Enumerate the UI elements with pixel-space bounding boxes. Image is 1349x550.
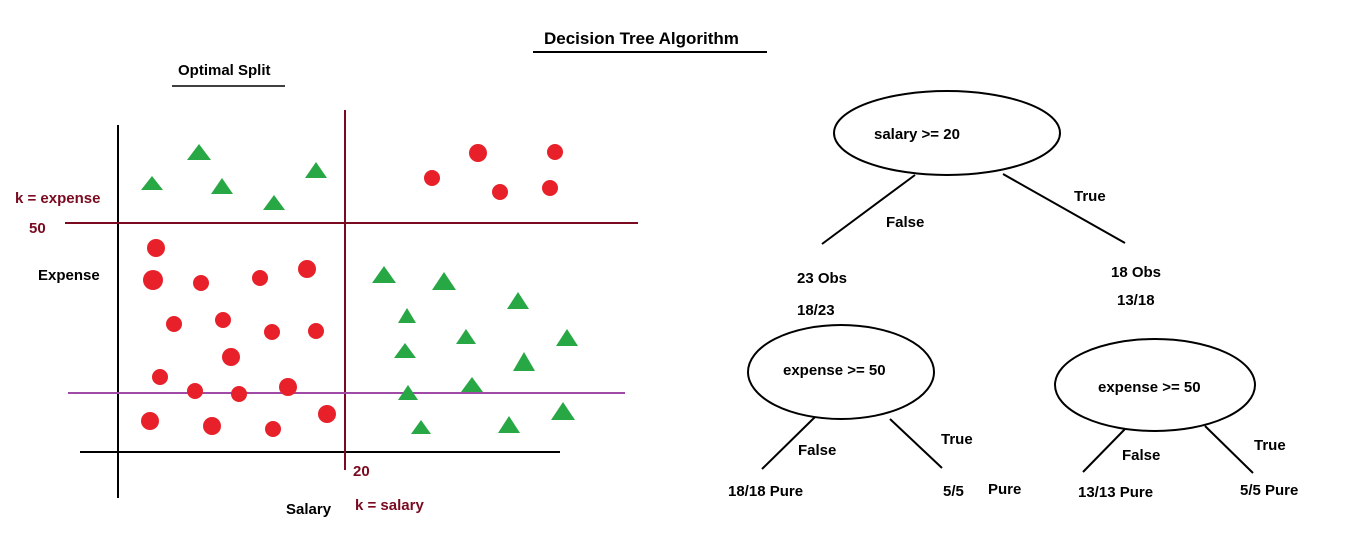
- green-triangle-point: [372, 266, 396, 283]
- green-triangle-point: [513, 352, 535, 371]
- red-circle-point: [215, 312, 231, 328]
- red-circle-point: [424, 170, 440, 186]
- red-circle-point: [265, 421, 281, 437]
- red-circle-point: [141, 412, 159, 430]
- left-true-leaf-ratio: 5/5: [943, 483, 964, 500]
- red-circle-point: [166, 316, 182, 332]
- red-circle-point: [187, 383, 203, 399]
- root-condition: salary >= 20: [874, 126, 960, 143]
- red-circle-point: [542, 180, 558, 196]
- green-triangle-point: [551, 402, 575, 420]
- optimal-split-panel: Optimal Split Expense Salary k = expense…: [15, 62, 638, 518]
- green-triangle-point: [305, 162, 327, 178]
- left-child-true-edge: [889, 418, 943, 469]
- green-triangle-point: [456, 329, 476, 344]
- green-triangle-point: [141, 176, 163, 190]
- left-obs-count: 23 Obs: [797, 270, 847, 287]
- left-child-node: [747, 324, 935, 420]
- salary-split-value: 20: [353, 463, 370, 480]
- left-false-leaf: 18/18 Pure: [728, 483, 803, 500]
- red-circle-point: [203, 417, 221, 435]
- red-circle-point: [492, 184, 508, 200]
- right-child-true-edge: [1204, 425, 1254, 474]
- green-triangle-point: [411, 420, 431, 434]
- root-true-label: True: [1074, 188, 1106, 205]
- red-circle-point: [547, 144, 563, 160]
- expense-split-value: 50: [29, 220, 46, 237]
- green-triangle-point: [187, 144, 211, 160]
- root-node: [833, 90, 1061, 176]
- right-obs-count: 18 Obs: [1111, 264, 1161, 281]
- left-child-false-edge: [761, 416, 816, 470]
- root-false-edge: [821, 174, 916, 245]
- green-triangle-point: [211, 178, 233, 194]
- green-triangle-point: [398, 385, 418, 400]
- green-triangle-point: [263, 195, 285, 210]
- x-axis-label: Salary: [286, 501, 332, 518]
- salary-split-label: k = salary: [355, 497, 424, 514]
- y-axis-label: Expense: [38, 267, 100, 284]
- red-circle-point: [231, 386, 247, 402]
- red-circle-point: [308, 323, 324, 339]
- decision-tree: salary >= 20 False True 23 Obs 18/23 18 …: [728, 90, 1298, 501]
- left-child-true-label: True: [941, 431, 973, 448]
- split-panel-title: Optimal Split: [178, 62, 271, 79]
- red-circle-point: [143, 270, 163, 290]
- green-triangle-point: [498, 416, 520, 433]
- red-circle-point: [318, 405, 336, 423]
- right-true-leaf: 5/5 Pure: [1240, 482, 1298, 499]
- right-child-node: [1054, 338, 1256, 432]
- root-false-label: False: [886, 214, 924, 231]
- red-circle-point: [469, 144, 487, 162]
- red-circle-point: [252, 270, 268, 286]
- left-child-condition: expense >= 50: [783, 362, 886, 379]
- red-circle-point: [147, 239, 165, 257]
- root-true-edge: [1002, 173, 1126, 244]
- left-child-false-label: False: [798, 442, 836, 459]
- green-triangle-point: [507, 292, 529, 309]
- green-triangle-point: [461, 377, 483, 392]
- red-circle-point: [279, 378, 297, 396]
- green-triangle-point: [556, 329, 578, 346]
- green-triangle-points: [141, 144, 578, 434]
- right-ratio: 13/18: [1117, 292, 1155, 309]
- red-circle-point: [264, 324, 280, 340]
- right-child-condition: expense >= 50: [1098, 379, 1201, 396]
- right-false-leaf: 13/13 Pure: [1078, 484, 1153, 501]
- left-true-leaf-pure: Pure: [988, 481, 1021, 498]
- red-circle-point: [298, 260, 316, 278]
- red-circle-point: [193, 275, 209, 291]
- green-triangle-point: [432, 272, 456, 290]
- right-child-true-label: True: [1254, 437, 1286, 454]
- right-child-false-label: False: [1122, 447, 1160, 464]
- green-triangle-point: [394, 343, 416, 358]
- left-ratio: 18/23: [797, 302, 835, 319]
- red-circle-points: [141, 144, 563, 437]
- green-triangle-point: [398, 308, 416, 323]
- right-child-false-edge: [1082, 428, 1126, 473]
- red-circle-point: [152, 369, 168, 385]
- expense-split-label: k = expense: [15, 190, 100, 207]
- red-circle-point: [222, 348, 240, 366]
- figure-title: Decision Tree Algorithm: [544, 29, 739, 48]
